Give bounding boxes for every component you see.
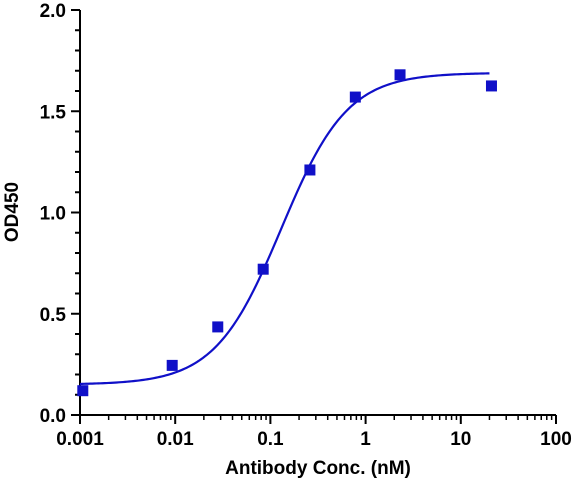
y-tick-label: 1.5 — [40, 102, 67, 123]
fit-curve — [79, 72, 490, 386]
data-point — [485, 80, 497, 92]
y-tick-label: 0.5 — [40, 305, 67, 326]
y-axis-label: OD450 — [2, 182, 23, 242]
x-tick-label: 0.1 — [257, 429, 284, 450]
data-point — [257, 263, 269, 275]
x-tick-label: 1 — [360, 429, 371, 450]
x-tick-label: 0.01 — [157, 429, 194, 450]
x-axis-label: Antibody Conc. (nM) — [225, 458, 411, 479]
fit-curve-layer — [79, 72, 490, 386]
data-point — [212, 321, 224, 333]
axes: 0.0 0.5 1.0 1.5 2.0 0.001 0.01 0.1 1 10 100 — [40, 1, 572, 450]
data-points-layer — [77, 69, 497, 397]
x-tick-label: 10 — [450, 429, 471, 450]
data-point — [166, 359, 178, 371]
y-tick-label: 1.0 — [40, 204, 66, 225]
y-tick-label: 0.0 — [40, 406, 66, 427]
data-point — [77, 385, 89, 397]
x-tick-label: 100 — [540, 429, 572, 450]
data-point — [304, 164, 316, 176]
y-tick-label: 2.0 — [40, 1, 66, 22]
data-point — [394, 69, 406, 81]
x-tick-label: 0.001 — [56, 429, 104, 450]
data-point — [349, 91, 361, 103]
